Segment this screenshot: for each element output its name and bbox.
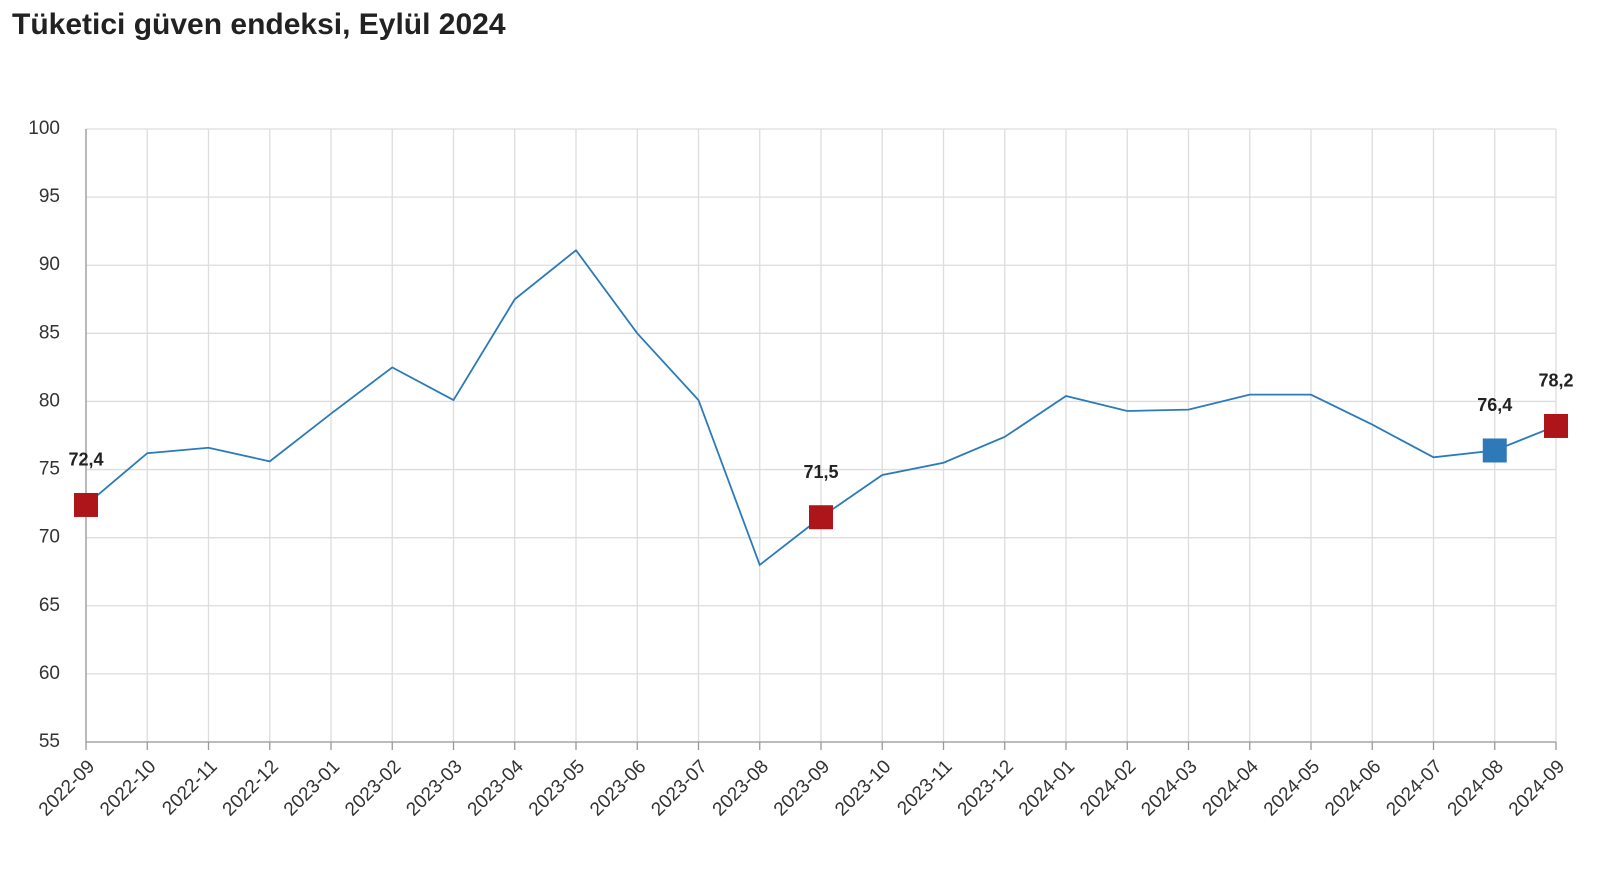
x-tick-label: 2022-09	[35, 756, 99, 820]
x-tick-label: 2023-01	[280, 756, 344, 820]
chart-title: Tüketici güven endeksi, Eylül 2024	[12, 8, 506, 41]
x-tick-label: 2024-09	[1505, 756, 1569, 820]
point-marker	[1482, 438, 1507, 463]
x-tick-label: 2023-03	[402, 756, 466, 820]
x-tick-label: 2023-08	[709, 756, 773, 820]
x-tick-label: 2023-12	[954, 756, 1018, 820]
value-label: 72,4	[68, 450, 103, 470]
x-tick-label: 2024-07	[1382, 756, 1446, 820]
x-tick-label: 2023-05	[525, 756, 589, 820]
value-label: 78,2	[1538, 371, 1573, 391]
x-tick-label: 2024-01	[1015, 756, 1079, 820]
x-tick-label: 2023-04	[464, 756, 528, 820]
y-tick-label: 75	[39, 459, 60, 480]
point-marker	[809, 505, 833, 530]
x-tick-label: 2023-09	[770, 756, 834, 820]
x-tick-label: 2023-02	[341, 756, 405, 820]
y-tick-label: 95	[39, 186, 60, 207]
x-tick-label: 2022-11	[158, 756, 221, 819]
point-marker	[1544, 413, 1568, 438]
x-tick-label: 2023-06	[586, 756, 650, 820]
y-tick-label: 55	[39, 731, 60, 752]
x-tick-label: 2023-07	[647, 756, 711, 820]
x-tick-label: 2024-03	[1137, 756, 1201, 820]
x-tick-label: 2024-02	[1076, 756, 1140, 820]
y-tick-label: 80	[39, 390, 60, 411]
value-label: 71,5	[803, 462, 838, 482]
y-tick-label: 60	[39, 663, 60, 684]
x-tick-label: 2024-04	[1199, 756, 1263, 820]
x-tick-label: 2023-10	[831, 756, 895, 820]
x-tick-label: 2024-08	[1444, 756, 1508, 820]
y-tick-label: 65	[39, 595, 60, 616]
y-tick-label: 100	[28, 118, 60, 139]
value-label: 76,4	[1477, 395, 1512, 415]
point-marker	[74, 492, 98, 517]
y-tick-label: 85	[39, 322, 60, 343]
y-tick-label: 90	[39, 254, 60, 275]
x-tick-label: 2024-05	[1260, 756, 1324, 820]
x-tick-label: 2023-11	[893, 756, 956, 819]
x-tick-label: 2022-10	[96, 756, 160, 820]
y-tick-label: 70	[39, 527, 60, 548]
x-tick-label: 2022-12	[219, 756, 283, 820]
x-tick-label: 2024-06	[1321, 756, 1385, 820]
